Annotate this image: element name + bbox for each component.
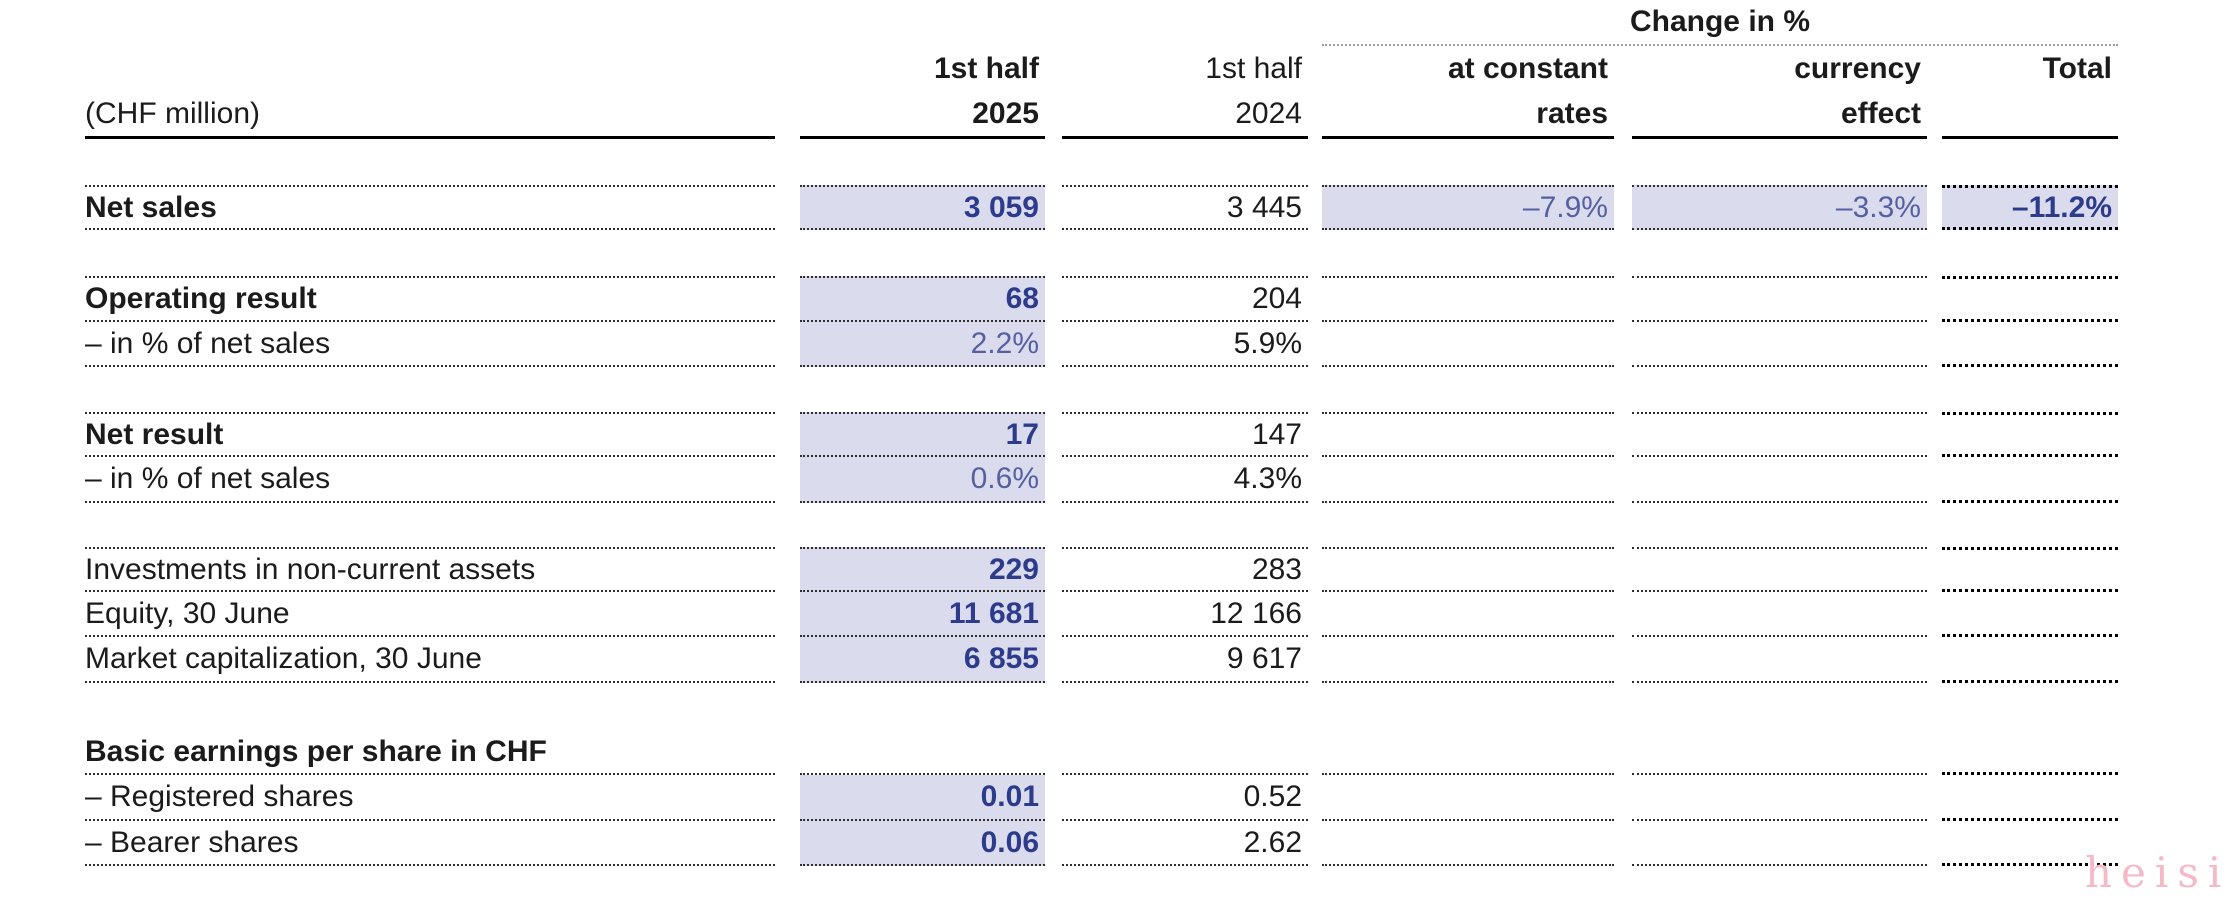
row-label: – in % of net sales <box>85 457 775 503</box>
header-change-group-row: Change in % <box>85 0 2118 46</box>
row-label: Basic earnings per share in CHF <box>85 730 775 775</box>
cell-total <box>1942 547 2118 592</box>
row-label: – in % of net sales <box>85 322 775 367</box>
cell-constant-rates <box>1322 637 1614 683</box>
cell-2025: 2.2% <box>800 322 1045 367</box>
cell-currency-effect <box>1632 457 1927 503</box>
cell-2024: 9 617 <box>1062 637 1308 683</box>
cell-constant-rates <box>1322 322 1614 367</box>
cell-2025: 0.6% <box>800 457 1045 503</box>
cell-2025: 0.06 <box>800 821 1045 866</box>
table-row-investments: Investments in non-current assets 229 28… <box>85 547 2118 592</box>
table-row-net-sales: Net sales 3 059 3 445 –7.9% –3.3% –11.2% <box>85 185 2118 230</box>
cell-2025: 229 <box>800 547 1045 592</box>
cell-2024: 204 <box>1062 276 1308 322</box>
cell-constant-rates <box>1322 276 1614 322</box>
table-row-registered-shares: – Registered shares 0.01 0.52 <box>85 775 2118 821</box>
column-header-total: Total <box>1942 46 2118 139</box>
cell-currency-effect <box>1632 637 1927 683</box>
row-label: – Bearer shares <box>85 821 775 866</box>
header-row: (CHF million) 1st half 2025 1st half 202… <box>85 46 2118 139</box>
cell-2024: 283 <box>1062 547 1308 592</box>
cell-constant-rates <box>1322 457 1614 503</box>
table-row-net-result: Net result 17 147 <box>85 412 2118 457</box>
cell-2024: 147 <box>1062 412 1308 457</box>
column-header-constant-rates: at constant rates <box>1322 46 1614 139</box>
spacer <box>85 683 2118 730</box>
cell-currency-effect <box>1632 592 1927 637</box>
cell-2025: 6 855 <box>800 637 1045 683</box>
cell-constant-rates <box>1322 592 1614 637</box>
cell-total <box>1942 730 2118 775</box>
row-label: Investments in non-current assets <box>85 547 775 592</box>
cell-2024 <box>1062 730 1308 775</box>
spacer <box>85 503 2118 547</box>
cell-2025 <box>800 730 1045 775</box>
cell-total <box>1942 821 2118 866</box>
row-label: Net result <box>85 412 775 457</box>
cell-constant-rates <box>1322 821 1614 866</box>
cell-currency-effect <box>1632 730 1927 775</box>
table-row-net-margin: – in % of net sales 0.6% 4.3% <box>85 457 2118 503</box>
table-row-operating-result: Operating result 68 204 <box>85 276 2118 322</box>
cell-currency-effect <box>1632 412 1927 457</box>
cell-currency-effect <box>1632 775 1927 821</box>
row-label: – Registered shares <box>85 775 775 821</box>
cell-constant-rates: –7.9% <box>1322 185 1614 230</box>
table-row-eps-header: Basic earnings per share in CHF <box>85 730 2118 775</box>
cell-2024: 2.62 <box>1062 821 1308 866</box>
table-row-market-cap: Market capitalization, 30 June 6 855 9 6… <box>85 637 2118 683</box>
row-label: Market capitalization, 30 June <box>85 637 775 683</box>
table-row-operating-margin: – in % of net sales 2.2% 5.9% <box>85 322 2118 367</box>
cell-currency-effect <box>1632 547 1927 592</box>
cell-currency-effect <box>1632 821 1927 866</box>
cell-currency-effect <box>1632 322 1927 367</box>
change-in-percent-group-header: Change in % <box>1322 0 2118 46</box>
cell-2024: 5.9% <box>1062 322 1308 367</box>
key-figures-table: Change in % (CHF million) 1st half 2025 … <box>85 0 2118 866</box>
cell-total: –11.2% <box>1942 185 2118 230</box>
cell-total <box>1942 276 2118 322</box>
cell-total <box>1942 322 2118 367</box>
row-label: Net sales <box>85 185 775 230</box>
cell-2024: 3 445 <box>1062 185 1308 230</box>
cell-2025: 68 <box>800 276 1045 322</box>
column-header-2025: 1st half 2025 <box>800 46 1045 139</box>
column-header-currency-effect: currency effect <box>1632 46 1927 139</box>
column-header-2024: 1st half 2024 <box>1062 46 1308 139</box>
cell-2024: 12 166 <box>1062 592 1308 637</box>
spacer <box>85 136 2118 185</box>
unit-label-cell: (CHF million) <box>85 46 775 139</box>
cell-currency-effect <box>1632 276 1927 322</box>
row-label: Operating result <box>85 276 775 322</box>
spacer <box>85 230 2118 276</box>
table-row-equity: Equity, 30 June 11 681 12 166 <box>85 592 2118 637</box>
cell-constant-rates <box>1322 775 1614 821</box>
cell-2024: 4.3% <box>1062 457 1308 503</box>
cell-constant-rates <box>1322 412 1614 457</box>
cell-total <box>1942 457 2118 503</box>
table-row-bearer-shares: – Bearer shares 0.06 2.62 <box>85 821 2118 866</box>
cell-total <box>1942 592 2118 637</box>
cell-currency-effect: –3.3% <box>1632 185 1927 230</box>
cell-total <box>1942 637 2118 683</box>
cell-total <box>1942 775 2118 821</box>
watermark: heisi <box>2085 848 2231 897</box>
cell-2025: 11 681 <box>800 592 1045 637</box>
cell-2025: 17 <box>800 412 1045 457</box>
cell-2025: 0.01 <box>800 775 1045 821</box>
cell-2025: 3 059 <box>800 185 1045 230</box>
cell-constant-rates <box>1322 547 1614 592</box>
cell-constant-rates <box>1322 730 1614 775</box>
row-label: Equity, 30 June <box>85 592 775 637</box>
unit-label: (CHF million) <box>85 97 260 130</box>
cell-2024: 0.52 <box>1062 775 1308 821</box>
spacer <box>85 367 2118 412</box>
cell-total <box>1942 412 2118 457</box>
